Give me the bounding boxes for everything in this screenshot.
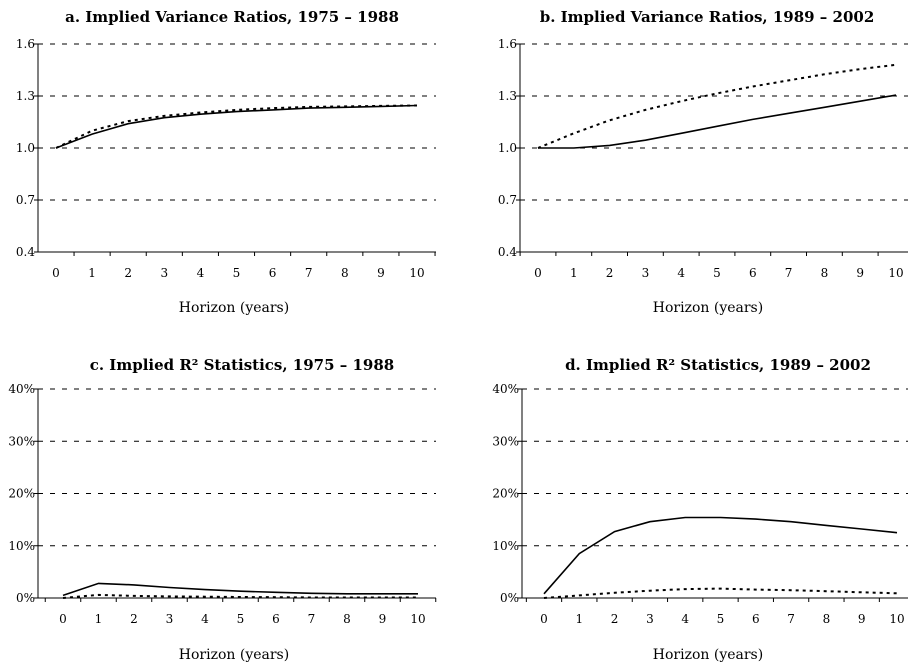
x-tick-label: 8 — [823, 612, 831, 626]
x-tick-label: 8 — [821, 266, 829, 280]
series-line-solid — [62, 582, 418, 597]
x-tick-label: 0 — [52, 266, 60, 280]
y-tick-label: 40% — [492, 382, 519, 396]
x-tick-label: 2 — [611, 612, 619, 626]
x-tick-label: 5 — [237, 612, 245, 626]
series-line-solid — [543, 516, 898, 595]
x-tick-label: 4 — [201, 612, 209, 626]
x-tick-label: 7 — [305, 266, 313, 280]
x-tick-label: 9 — [856, 266, 864, 280]
x-tick-label: 10 — [410, 612, 425, 626]
y-tick-label: 10% — [8, 539, 35, 553]
series-line-solid — [538, 94, 897, 149]
x-tick-label: 3 — [642, 266, 650, 280]
chart-title: b. Implied Variance Ratios, 1989 – 2002 — [540, 8, 875, 26]
x-tick-label: 6 — [749, 266, 757, 280]
x-tick-label: 8 — [341, 266, 349, 280]
y-tick-label: 0% — [16, 591, 35, 605]
series-line-dotted — [62, 593, 418, 599]
x-tick-label: 10 — [409, 266, 424, 280]
y-tick-label: 20% — [8, 487, 35, 501]
x-tick-label: 9 — [858, 612, 866, 626]
y-tick-label: 1.3 — [498, 89, 517, 103]
series-line-solid — [55, 104, 418, 149]
x-tick-label: 10 — [889, 612, 904, 626]
y-tick-label: 1.6 — [16, 37, 35, 51]
panel-c: c. Implied R² Statistics, 1975 – 1988 Ho… — [8, 356, 437, 663]
x-tick-label: 3 — [160, 266, 168, 280]
chart-title: c. Implied R² Statistics, 1975 – 1988 — [90, 356, 395, 374]
y-tick-label: 1.0 — [16, 141, 35, 155]
x-tick-label: 5 — [717, 612, 725, 626]
x-tick-label: 6 — [272, 612, 280, 626]
y-tick-label: 40% — [8, 382, 35, 396]
series-line-dotted — [537, 63, 897, 149]
y-tick-label: 20% — [492, 487, 519, 501]
y-tick-label: 0.4 — [498, 245, 517, 259]
x-tick-label: 1 — [570, 266, 578, 280]
x-tick-label: 3 — [166, 612, 174, 626]
x-axis-label: Horizon (years) — [653, 647, 763, 663]
x-tick-label: 1 — [88, 266, 96, 280]
x-tick-label: 4 — [677, 266, 685, 280]
y-tick-label: 30% — [492, 434, 519, 448]
panel-a: a. Implied Variance Ratios, 1975 – 1988 … — [16, 8, 436, 316]
y-tick-label: 1.6 — [498, 37, 517, 51]
x-tick-label: 1 — [95, 612, 103, 626]
y-tick-label: 10% — [492, 539, 519, 553]
x-tick-label: 0 — [534, 266, 542, 280]
x-tick-label: 2 — [606, 266, 614, 280]
x-tick-label: 7 — [787, 612, 795, 626]
x-tick-label: 5 — [233, 266, 241, 280]
chart-title: d. Implied R² Statistics, 1989 – 2002 — [565, 356, 871, 374]
x-tick-label: 7 — [785, 266, 793, 280]
x-tick-label: 10 — [888, 266, 903, 280]
x-tick-label: 9 — [377, 266, 385, 280]
x-tick-label: 6 — [269, 266, 277, 280]
x-tick-label: 7 — [308, 612, 316, 626]
x-tick-label: 2 — [130, 612, 138, 626]
x-tick-label: 1 — [575, 612, 583, 626]
x-axis-label: Horizon (years) — [653, 300, 763, 316]
y-tick-label: 0% — [500, 591, 519, 605]
x-tick-label: 3 — [646, 612, 654, 626]
x-tick-label: 5 — [713, 266, 721, 280]
x-tick-label: 8 — [343, 612, 351, 626]
x-tick-label: 2 — [124, 266, 132, 280]
x-axis-label: Horizon (years) — [179, 647, 289, 663]
x-tick-label: 9 — [379, 612, 387, 626]
y-tick-label: 1.3 — [16, 89, 35, 103]
x-tick-label: 0 — [540, 612, 548, 626]
x-axis-label: Horizon (years) — [179, 300, 289, 316]
chart-title: a. Implied Variance Ratios, 1975 – 1988 — [65, 8, 399, 26]
y-tick-label: 0.7 — [16, 193, 35, 207]
panel-d: d. Implied R² Statistics, 1989 – 2002 Ho… — [492, 356, 908, 663]
y-tick-label: 0.7 — [498, 193, 517, 207]
x-tick-label: 0 — [59, 612, 67, 626]
y-tick-label: 30% — [8, 434, 35, 448]
x-tick-label: 6 — [752, 612, 760, 626]
panel-b: b. Implied Variance Ratios, 1989 – 2002 … — [498, 8, 908, 316]
y-tick-label: 0.4 — [16, 245, 35, 259]
series-line-dotted — [55, 104, 418, 149]
x-tick-label: 4 — [681, 612, 689, 626]
y-tick-label: 1.0 — [498, 141, 517, 155]
series-line-dotted — [543, 587, 898, 599]
x-tick-label: 4 — [197, 266, 205, 280]
